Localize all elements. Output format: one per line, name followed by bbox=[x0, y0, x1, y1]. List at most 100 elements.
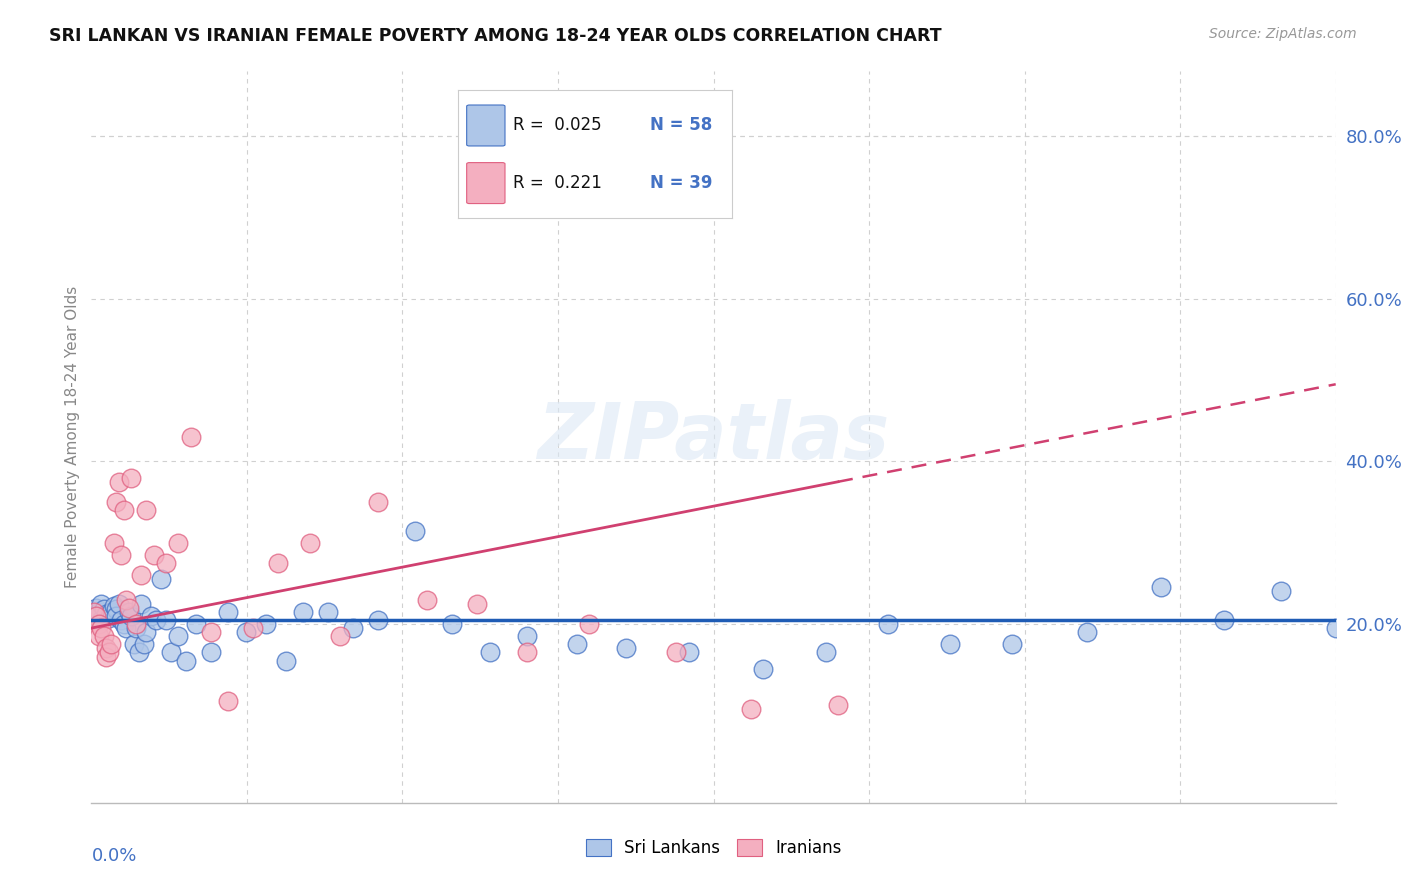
Point bbox=[103, 535, 125, 549]
Y-axis label: Female Poverty Among 18-24 Year Olds: Female Poverty Among 18-24 Year Olds bbox=[65, 286, 80, 588]
Point bbox=[160, 645, 183, 659]
Point bbox=[90, 613, 112, 627]
Point bbox=[184, 617, 207, 632]
Point bbox=[112, 503, 135, 517]
Point bbox=[115, 621, 138, 635]
Point bbox=[135, 625, 157, 640]
Point bbox=[155, 613, 177, 627]
Point bbox=[242, 621, 264, 635]
Point bbox=[105, 602, 128, 616]
Point bbox=[1150, 581, 1173, 595]
Point bbox=[200, 645, 222, 659]
Point bbox=[939, 637, 962, 651]
Point bbox=[174, 654, 197, 668]
Point bbox=[329, 629, 352, 643]
Point bbox=[96, 649, 118, 664]
Point bbox=[814, 645, 837, 659]
Point bbox=[132, 637, 155, 651]
Point bbox=[118, 605, 141, 619]
Point bbox=[93, 602, 115, 616]
Text: Source: ZipAtlas.com: Source: ZipAtlas.com bbox=[1209, 27, 1357, 41]
Point bbox=[516, 629, 538, 643]
Point bbox=[83, 608, 105, 623]
Point bbox=[86, 600, 108, 615]
Point bbox=[678, 645, 700, 659]
Point bbox=[291, 605, 314, 619]
Point bbox=[107, 597, 129, 611]
Point bbox=[827, 698, 849, 713]
Point bbox=[90, 597, 112, 611]
Point bbox=[200, 625, 222, 640]
Point bbox=[155, 556, 177, 570]
Point bbox=[93, 629, 115, 643]
Point bbox=[110, 548, 132, 562]
Point bbox=[578, 617, 600, 632]
Point bbox=[478, 645, 501, 659]
Point bbox=[1324, 621, 1347, 635]
Point bbox=[90, 621, 112, 635]
Point bbox=[217, 694, 239, 708]
Point bbox=[565, 637, 588, 651]
Point bbox=[128, 645, 150, 659]
Point bbox=[120, 471, 142, 485]
Point bbox=[96, 607, 118, 622]
Point bbox=[516, 645, 538, 659]
Text: ZIPatlas: ZIPatlas bbox=[537, 399, 890, 475]
Point bbox=[665, 645, 688, 659]
Point bbox=[217, 605, 239, 619]
Point bbox=[100, 605, 122, 619]
Point bbox=[167, 535, 190, 549]
Point bbox=[416, 592, 439, 607]
Point bbox=[465, 597, 488, 611]
Point bbox=[150, 572, 173, 586]
Point bbox=[139, 608, 162, 623]
Point bbox=[274, 654, 297, 668]
Point bbox=[125, 621, 148, 635]
Point bbox=[135, 503, 157, 517]
Point bbox=[254, 617, 277, 632]
Point bbox=[267, 556, 290, 570]
Point bbox=[110, 613, 132, 627]
Point bbox=[740, 702, 762, 716]
Point bbox=[441, 617, 464, 632]
Point bbox=[145, 613, 167, 627]
Point bbox=[107, 475, 129, 489]
Point bbox=[118, 600, 141, 615]
Point bbox=[112, 617, 135, 632]
Point bbox=[87, 605, 110, 619]
Point bbox=[129, 597, 152, 611]
Point bbox=[752, 662, 775, 676]
Point bbox=[105, 495, 128, 509]
Point bbox=[404, 524, 426, 538]
Point bbox=[876, 617, 898, 632]
Point bbox=[1270, 584, 1292, 599]
Point bbox=[103, 599, 125, 614]
Point bbox=[367, 613, 389, 627]
Point bbox=[86, 608, 108, 623]
Text: SRI LANKAN VS IRANIAN FEMALE POVERTY AMONG 18-24 YEAR OLDS CORRELATION CHART: SRI LANKAN VS IRANIAN FEMALE POVERTY AMO… bbox=[49, 27, 942, 45]
Point bbox=[120, 608, 142, 623]
Point bbox=[180, 430, 202, 444]
Point bbox=[616, 641, 638, 656]
Point bbox=[125, 617, 148, 632]
Point bbox=[100, 637, 122, 651]
Text: 0.0%: 0.0% bbox=[91, 847, 136, 864]
Point bbox=[1212, 613, 1234, 627]
Point bbox=[105, 608, 128, 623]
Point bbox=[235, 625, 257, 640]
Point bbox=[87, 617, 110, 632]
Point bbox=[87, 629, 110, 643]
Point bbox=[342, 621, 364, 635]
Legend: Sri Lankans, Iranians: Sri Lankans, Iranians bbox=[579, 832, 848, 864]
Point bbox=[167, 629, 190, 643]
Point bbox=[122, 637, 145, 651]
Point bbox=[83, 605, 105, 619]
Point bbox=[115, 592, 138, 607]
Point bbox=[367, 495, 389, 509]
Point bbox=[97, 645, 120, 659]
Point bbox=[96, 641, 118, 656]
Point bbox=[129, 568, 152, 582]
Point bbox=[1001, 637, 1024, 651]
Point bbox=[142, 548, 165, 562]
Point bbox=[97, 610, 120, 624]
